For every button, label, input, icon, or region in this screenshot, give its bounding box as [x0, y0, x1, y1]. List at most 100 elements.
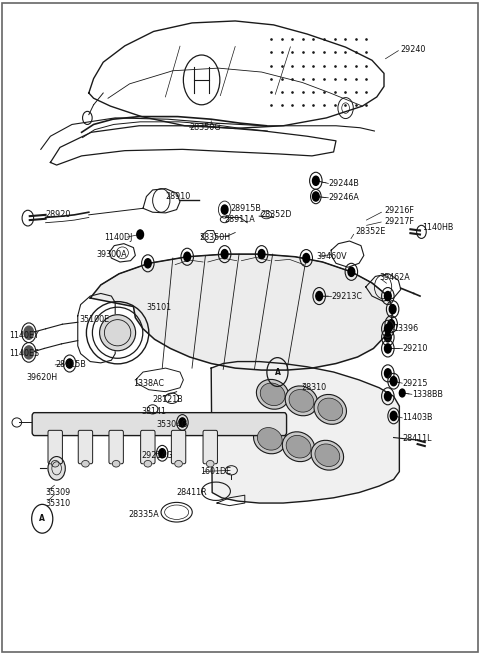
Text: 35304G: 35304G — [156, 420, 187, 429]
Ellipse shape — [82, 460, 89, 467]
Text: 28915B: 28915B — [55, 360, 86, 369]
Text: 28911A: 28911A — [224, 215, 255, 224]
Circle shape — [24, 346, 34, 359]
Circle shape — [312, 192, 319, 201]
FancyBboxPatch shape — [78, 430, 93, 464]
Circle shape — [390, 411, 397, 421]
Text: 28121B: 28121B — [153, 395, 183, 404]
Text: 28350H: 28350H — [199, 233, 230, 242]
Text: 29246A: 29246A — [329, 193, 360, 202]
Circle shape — [389, 305, 396, 314]
Text: 29215: 29215 — [402, 379, 428, 388]
Text: 39462A: 39462A — [379, 273, 410, 282]
Text: 28335A: 28335A — [129, 510, 159, 519]
Text: 28411L: 28411L — [402, 434, 432, 443]
Text: 11403B: 11403B — [402, 413, 433, 422]
Circle shape — [221, 205, 228, 214]
FancyBboxPatch shape — [48, 430, 62, 464]
Circle shape — [48, 457, 65, 480]
Ellipse shape — [314, 394, 347, 424]
Circle shape — [159, 449, 166, 458]
Text: 29216F: 29216F — [384, 206, 414, 215]
Text: 28352E: 28352E — [355, 227, 385, 236]
Text: 1140EY: 1140EY — [10, 331, 39, 340]
Circle shape — [221, 250, 228, 259]
Ellipse shape — [311, 440, 344, 470]
Ellipse shape — [260, 383, 285, 405]
Ellipse shape — [318, 398, 343, 421]
Ellipse shape — [282, 432, 315, 462]
Text: 1601DE: 1601DE — [201, 467, 232, 476]
Text: 28910: 28910 — [166, 192, 191, 201]
FancyBboxPatch shape — [141, 430, 155, 464]
Circle shape — [399, 389, 405, 397]
Ellipse shape — [289, 390, 314, 412]
Ellipse shape — [51, 460, 59, 467]
Circle shape — [384, 344, 391, 353]
Ellipse shape — [175, 460, 182, 467]
Text: 28310: 28310 — [301, 383, 326, 392]
Ellipse shape — [100, 315, 136, 351]
FancyBboxPatch shape — [32, 413, 287, 436]
Text: 35310: 35310 — [46, 498, 71, 508]
Text: 29244B: 29244B — [329, 179, 360, 188]
Text: 39460V: 39460V — [317, 252, 348, 261]
Circle shape — [179, 418, 186, 427]
Ellipse shape — [286, 436, 311, 458]
Text: 29240: 29240 — [401, 45, 426, 54]
Ellipse shape — [206, 460, 214, 467]
Text: 1140HB: 1140HB — [422, 223, 454, 233]
Text: 29210: 29210 — [402, 344, 428, 353]
FancyBboxPatch shape — [109, 430, 123, 464]
Text: 39300A: 39300A — [96, 250, 127, 259]
FancyBboxPatch shape — [203, 430, 217, 464]
Circle shape — [384, 291, 391, 301]
Circle shape — [384, 392, 391, 401]
Circle shape — [384, 324, 391, 333]
Text: 13396: 13396 — [394, 324, 419, 333]
Text: 1140ES: 1140ES — [10, 349, 40, 358]
Ellipse shape — [256, 379, 289, 409]
Text: 35100E: 35100E — [79, 315, 109, 324]
Circle shape — [384, 333, 391, 342]
Circle shape — [312, 176, 319, 185]
Text: 35101: 35101 — [146, 303, 171, 312]
Text: 1338AC: 1338AC — [133, 379, 165, 388]
Text: 35309: 35309 — [46, 488, 71, 497]
Polygon shape — [90, 254, 393, 370]
Ellipse shape — [144, 460, 152, 467]
Polygon shape — [211, 362, 399, 503]
Circle shape — [303, 253, 310, 263]
Text: A: A — [275, 367, 280, 377]
Circle shape — [348, 267, 355, 276]
Ellipse shape — [285, 386, 318, 416]
Text: 29214G: 29214G — [142, 451, 173, 460]
Circle shape — [384, 369, 391, 378]
Circle shape — [66, 359, 73, 368]
Circle shape — [390, 377, 397, 386]
FancyBboxPatch shape — [171, 430, 186, 464]
Circle shape — [258, 250, 265, 259]
Text: 28411R: 28411R — [177, 488, 207, 497]
Circle shape — [137, 230, 144, 239]
Text: 29217F: 29217F — [384, 217, 414, 226]
Text: 28915B: 28915B — [230, 204, 261, 213]
Ellipse shape — [253, 424, 286, 454]
Text: 1338BB: 1338BB — [412, 390, 443, 399]
Text: 1140DJ: 1140DJ — [105, 233, 133, 242]
Ellipse shape — [315, 444, 340, 466]
Circle shape — [24, 326, 34, 339]
Text: 39620H: 39620H — [26, 373, 58, 382]
Text: 28350G: 28350G — [190, 123, 221, 132]
Text: 28920: 28920 — [46, 210, 71, 219]
Circle shape — [316, 291, 323, 301]
Circle shape — [144, 259, 151, 268]
Ellipse shape — [112, 460, 120, 467]
Text: A: A — [39, 514, 45, 523]
Circle shape — [184, 252, 191, 261]
Text: 29213C: 29213C — [331, 291, 362, 301]
Text: 33141: 33141 — [142, 407, 167, 416]
Ellipse shape — [257, 428, 282, 450]
Circle shape — [388, 320, 395, 329]
Text: 28352D: 28352D — [261, 210, 292, 219]
